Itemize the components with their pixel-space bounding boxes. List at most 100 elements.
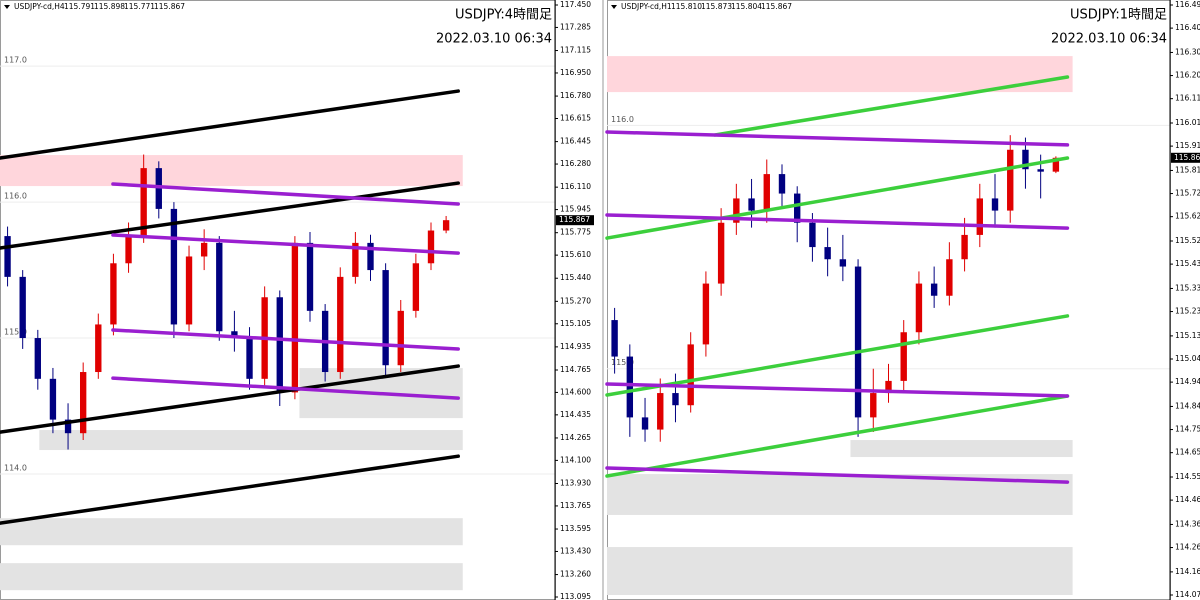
y-tick-label: 116.110 [1175,94,1200,103]
candle-body [79,372,87,434]
candle-body [412,263,420,311]
header-open: 115.791 [64,2,95,11]
header-open: 115.810 [671,2,702,11]
candle-body [702,283,710,345]
trend-line [111,328,460,351]
candle-body [19,276,26,339]
trend-line [605,213,1070,230]
header-symbol: USDJPY-cd,H1 [621,2,672,11]
candle-body [337,276,344,373]
y-tick-label: 114.935 [560,342,591,351]
y-tick-label: 114.750 [1175,425,1200,434]
trend-line [713,75,1070,137]
candle-body [946,259,953,296]
y-tick-label: 113.765 [560,501,591,510]
candle-body [657,393,664,430]
y-tick-label: 116.110 [560,182,591,191]
candle-body [717,222,725,284]
header-close: 115.867 [154,2,185,11]
y-tick-label: 115.330 [1175,283,1200,292]
chart-panel: 117.0 116.0 115.0 114.0 117.450 117.285 117.11… [0,0,594,600]
candle-body [824,247,831,260]
y-tick-label: 113.930 [560,478,591,487]
candle-body [991,198,999,211]
candle-body [870,393,877,418]
y-tick-label: 116.010 [1175,118,1200,127]
header-low: 115.804 [731,2,762,11]
candle-body [1052,157,1060,172]
candle-body [809,222,816,248]
y-tick-label: 116.495 [1175,0,1200,9]
candle-body [900,332,907,381]
y-tick-label: 115.105 [560,319,591,328]
level-label: 115.0 [611,358,634,367]
y-tick-label: 116.780 [560,91,591,100]
candle-body [34,338,41,379]
candle-body [185,256,193,325]
y-tick-label: 114.555 [1175,472,1200,481]
candle-body [687,344,694,406]
y-tick-label: 113.260 [560,570,591,579]
trend-line [0,89,460,160]
candle-body [626,356,634,418]
level-label: 115.0 [4,328,27,337]
y-tick-label: 114.600 [560,387,591,396]
y-tick-label: 114.070 [1175,590,1200,599]
candle-body [306,242,314,311]
y-tick-label: 114.765 [560,365,591,374]
trend-line [111,376,460,400]
candle-body [672,393,679,406]
y-tick-label: 114.460 [1175,495,1200,504]
price-tag-box [1171,152,1200,163]
level-label: 116.0 [4,192,27,201]
trend-line [111,233,460,255]
trend-line [111,182,460,206]
candle-body [611,320,618,357]
price-tag-label: 115.867 [559,215,590,224]
header-close: 115.867 [761,2,792,11]
y-tick-label: 115.915 [1175,141,1200,150]
candle-body [794,193,801,223]
candle-body [64,419,72,434]
candle-body [276,297,283,393]
y-tick-label: 116.205 [1175,71,1200,80]
candle-body [200,242,208,257]
price-tag-label: 115.867 [1174,153,1200,162]
candle-body [216,242,223,332]
trend-line [0,454,460,525]
candle-body [442,220,450,231]
y-tick-label: 115.135 [1175,331,1200,340]
candle-body [352,242,359,277]
y-tick-label: 114.265 [560,433,591,442]
y-tick-label: 114.655 [1175,448,1200,457]
y-tick-label: 115.270 [560,296,591,305]
candle-body [854,266,862,418]
y-tick-label: 117.115 [560,46,591,55]
trend-line [0,181,460,250]
candle-body [110,263,117,325]
y-tick-label: 114.100 [560,455,591,464]
chart-date: 2022.03.10 06:34 [1051,32,1167,47]
y-tick-label: 114.435 [560,410,591,419]
y-tick-label: 117.450 [560,0,591,9]
y-tick-label: 116.400 [1175,23,1200,32]
trend-line [605,394,1070,478]
zone [607,547,1073,595]
y-tick-label: 114.265 [1175,543,1200,552]
y-tick-label: 113.430 [560,546,591,555]
y-tick-label: 115.235 [1175,307,1200,316]
candle-body [397,310,404,366]
candle-body [95,324,102,373]
y-tick-label: 115.525 [1175,236,1200,245]
y-tick-label: 115.775 [560,228,591,237]
trend-line [605,314,1070,397]
y-tick-label: 114.945 [1175,377,1200,386]
menu-arrow [4,5,10,9]
menu-arrow [611,5,617,9]
level-label: 117.0 [4,56,27,65]
candle-body [839,259,847,267]
candle-body [155,168,162,209]
y-tick-label: 114.360 [1175,519,1200,528]
chart-title: USDJPY:4時間足 [455,8,552,23]
